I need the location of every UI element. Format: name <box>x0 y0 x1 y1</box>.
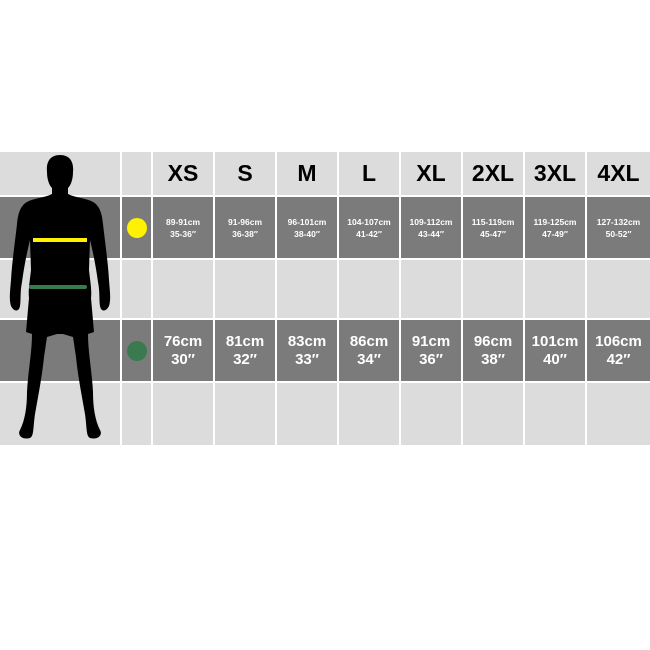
waist-inch: 32″ <box>233 350 257 368</box>
table-cell <box>277 260 337 318</box>
waist-cell: 86cm 34″ <box>339 320 399 381</box>
chest-cm: 104-107cm <box>347 216 391 227</box>
table-cell <box>587 383 650 445</box>
table-cell <box>587 260 650 318</box>
waist-inch: 40″ <box>543 350 567 368</box>
size-header: XS <box>153 152 213 195</box>
table-cell <box>463 383 523 445</box>
waist-cm: 106cm <box>595 332 642 350</box>
table-cell <box>277 383 337 445</box>
table-cell <box>153 383 213 445</box>
size-header: L <box>339 152 399 195</box>
waist-inch: 38″ <box>481 350 505 368</box>
waist-cm: 76cm <box>163 332 203 350</box>
chest-cell: 115-119cm 45-47″ <box>463 197 523 258</box>
chest-inch: 43-44″ <box>418 228 444 239</box>
chest-inch: 38-40″ <box>294 228 320 239</box>
chest-cm: 91-96cm <box>227 216 263 227</box>
waist-inch: 42″ <box>606 350 631 368</box>
chest-cell: 89-91cm 35-36″ <box>153 197 213 258</box>
chest-cm: 127-132cm <box>596 216 641 227</box>
chest-cm: 96-101cm <box>287 216 327 227</box>
size-header: 3XL <box>525 152 585 195</box>
waist-cell: 101cm 40″ <box>525 320 585 381</box>
table-cell <box>122 197 151 258</box>
chest-measure-line <box>33 238 87 242</box>
table-cell <box>401 260 461 318</box>
chest-cell: 104-107cm 41-42″ <box>339 197 399 258</box>
waist-cm: 83cm <box>287 332 327 350</box>
chest-inch: 45-47″ <box>480 228 506 239</box>
chest-cell: 127-132cm 50-52″ <box>587 197 650 258</box>
chest-inch: 36-38″ <box>232 228 258 239</box>
chest-cell: 119-125cm 47-49″ <box>525 197 585 258</box>
waist-cm: 91cm <box>411 332 451 350</box>
chest-cm: 119-125cm <box>533 216 577 227</box>
table-cell <box>122 260 151 318</box>
chest-cell: 109-112cm 43-44″ <box>401 197 461 258</box>
waist-inch: 36″ <box>419 350 443 368</box>
chest-inch: 47-49″ <box>542 228 568 239</box>
waist-cm: 81cm <box>225 332 265 350</box>
size-header: S <box>215 152 275 195</box>
waist-cell: 81cm 32″ <box>215 320 275 381</box>
waist-inch: 34″ <box>357 350 381 368</box>
waist-cell: 83cm 33″ <box>277 320 337 381</box>
table-cell <box>122 320 151 381</box>
size-header: 4XL <box>587 152 650 195</box>
chest-marker-dot <box>126 217 147 238</box>
waist-inch: 33″ <box>295 350 319 368</box>
table-cell <box>525 260 585 318</box>
chest-cell: 91-96cm 36-38″ <box>215 197 275 258</box>
table-cell <box>339 383 399 445</box>
table-cell <box>525 383 585 445</box>
table-cell <box>122 383 151 445</box>
chest-inch: 41-42″ <box>356 228 382 239</box>
waist-cm: 101cm <box>531 332 579 350</box>
chest-cm: 89-91cm <box>165 216 201 227</box>
chest-cell: 96-101cm 38-40″ <box>277 197 337 258</box>
waist-marker-dot <box>126 340 147 361</box>
chest-cm: 115-119cm <box>471 216 515 227</box>
size-header: M <box>277 152 337 195</box>
waist-cell: 91cm 36″ <box>401 320 461 381</box>
table-cell <box>339 260 399 318</box>
waist-measure-line <box>29 285 87 289</box>
waist-inch: 30″ <box>171 350 195 368</box>
waist-cm: 96cm <box>473 332 513 350</box>
size-header: 2XL <box>463 152 523 195</box>
chest-inch: 35-36″ <box>170 228 196 239</box>
size-header: XL <box>401 152 461 195</box>
table-cell <box>122 152 151 195</box>
waist-cell: 106cm 42″ <box>587 320 650 381</box>
table-cell <box>215 383 275 445</box>
waist-cm: 86cm <box>349 332 389 350</box>
chest-inch: 50-52″ <box>605 228 632 239</box>
table-cell <box>153 260 213 318</box>
table-cell <box>401 383 461 445</box>
table-cell <box>215 260 275 318</box>
chest-cm: 109-112cm <box>409 216 453 227</box>
table-cell <box>463 260 523 318</box>
waist-cell: 96cm 38″ <box>463 320 523 381</box>
body-silhouette-figure <box>9 155 111 439</box>
waist-cell: 76cm 30″ <box>153 320 213 381</box>
